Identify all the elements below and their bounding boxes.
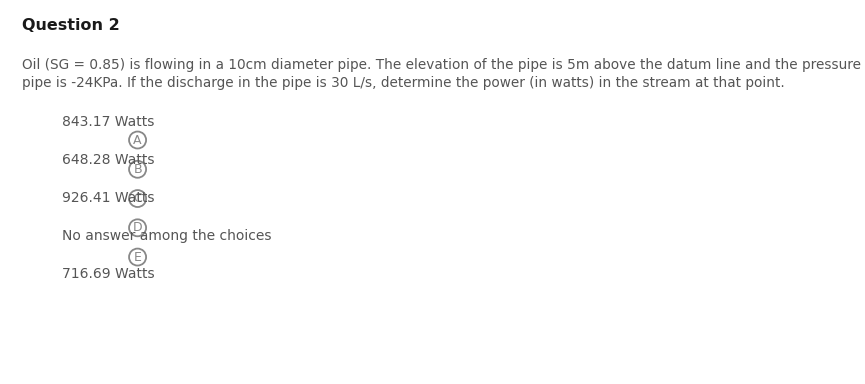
- Text: 926.41 Watts: 926.41 Watts: [62, 191, 155, 205]
- Text: C: C: [133, 192, 142, 205]
- Text: A: A: [133, 134, 142, 147]
- Text: Oil (SG = 0.85) is flowing in a 10cm diameter pipe. The elevation of the pipe is: Oil (SG = 0.85) is flowing in a 10cm dia…: [22, 58, 865, 72]
- Text: E: E: [133, 251, 142, 263]
- Text: 716.69 Watts: 716.69 Watts: [62, 267, 155, 281]
- Text: 843.17 Watts: 843.17 Watts: [62, 115, 154, 129]
- Text: D: D: [132, 221, 143, 234]
- Text: pipe is -24KPa. If the discharge in the pipe is 30 L/s, determine the power (in : pipe is -24KPa. If the discharge in the …: [22, 76, 785, 90]
- Text: No answer among the choices: No answer among the choices: [62, 229, 272, 243]
- Text: Question 2: Question 2: [22, 18, 119, 33]
- Text: 648.28 Watts: 648.28 Watts: [62, 153, 155, 167]
- Text: B: B: [133, 163, 142, 176]
